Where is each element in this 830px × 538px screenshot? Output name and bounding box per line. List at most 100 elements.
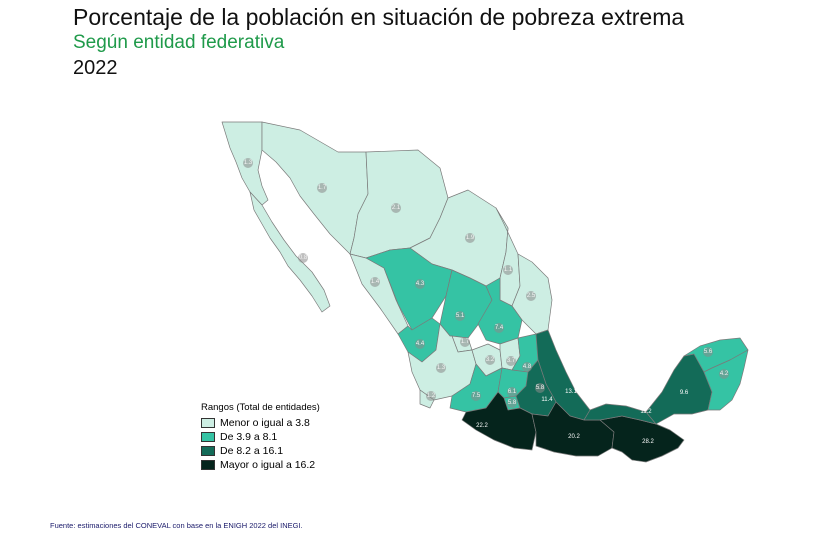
state-value: 9.6: [680, 390, 689, 396]
state-value: 1.1: [504, 267, 513, 273]
map-value-label: 5.8: [535, 383, 545, 393]
state-value: 3.2: [486, 357, 495, 363]
state-value: 20.2: [568, 434, 580, 440]
map-value-label: 6.1: [507, 387, 517, 397]
label-bubble: [465, 233, 475, 243]
label-bubble: [317, 183, 327, 193]
map-value-label: 20.2: [568, 434, 580, 440]
map-value-label: 5.1: [455, 311, 465, 321]
map-value-label: 3.7: [506, 356, 516, 366]
label-bubble: [535, 383, 545, 393]
label-bubble: [522, 362, 532, 372]
label-bubble: [391, 203, 401, 213]
state-value: 3.7: [507, 358, 516, 364]
legend-item: De 3.9 a 8.1: [201, 430, 343, 444]
map-value-label: 1.7: [460, 337, 470, 347]
label-bubble: [370, 277, 380, 287]
label-bubble: [526, 291, 536, 301]
label-bubble: [243, 158, 253, 168]
legend-swatch: [201, 432, 215, 442]
map-value-label: 3.2: [485, 355, 495, 365]
label-bubble: [503, 265, 513, 275]
label-bubble: [485, 355, 495, 365]
legend: Rangos (Total de entidades) Menor o igua…: [201, 402, 343, 472]
map-value-label: 4.3: [415, 279, 425, 289]
state-value: 7.4: [495, 325, 504, 331]
state-value: 22.2: [476, 423, 488, 429]
state-value: 1.9: [466, 235, 475, 241]
map-value-label: 22.2: [476, 423, 488, 429]
map-value-label: 1.3: [243, 158, 253, 168]
source-note: Fuente: estimaciones del CONEVAL con bas…: [50, 521, 303, 530]
state-value: 4.4: [416, 341, 425, 347]
state-value: 1.3: [437, 365, 446, 371]
map-value-label: 7.5: [471, 391, 481, 401]
label-bubble: [719, 369, 729, 379]
state-baja-california-sur: [249, 191, 331, 313]
state-value: 5.1: [456, 313, 465, 319]
state-value: 2.5: [527, 293, 536, 299]
state-value: 5.8: [508, 400, 517, 406]
legend-title: Rangos (Total de entidades): [201, 402, 320, 413]
label-bubble: [436, 363, 446, 373]
label-bubble: [494, 323, 504, 333]
page-year: 2022: [73, 57, 118, 79]
state-value: 13.1: [565, 389, 577, 395]
legend-label: Menor o igual a 3.8: [220, 417, 310, 429]
state-value: 1.7: [461, 339, 470, 345]
map-value-label: 4.2: [719, 369, 729, 379]
label-bubble: [415, 339, 425, 349]
map-value-label: 1.9: [465, 233, 475, 243]
page-title: Porcentaje de la población en situación …: [73, 4, 685, 30]
label-bubble: [460, 337, 470, 347]
map-value-label: 1.4: [370, 277, 380, 287]
map-value-label: 1.2: [426, 391, 436, 401]
map-value-label: 13.1: [565, 389, 577, 395]
map-value-label: 5.8: [507, 398, 517, 408]
map-value-label: 1.7: [317, 183, 327, 193]
legend-swatch: [201, 460, 215, 470]
legend-label: De 3.9 a 8.1: [220, 431, 278, 443]
map-value-label: 9.6: [680, 390, 689, 396]
state-value: 4.3: [416, 281, 425, 287]
map-value-label: 7.4: [494, 323, 504, 333]
state-value: 1.3: [244, 160, 253, 166]
state-value: 5.6: [704, 349, 713, 355]
state-value: 1.4: [371, 279, 380, 285]
state-value: 1.7: [318, 185, 327, 191]
state-value: 0.8: [299, 255, 308, 261]
legend-item: De 8.2 a 16.1: [201, 444, 343, 458]
map-value-label: 5.6: [703, 347, 713, 357]
state-value: 7.5: [472, 393, 481, 399]
label-bubble: [506, 356, 516, 366]
label-bubble: [455, 311, 465, 321]
legend-swatch: [201, 418, 215, 428]
state-value: 5.8: [536, 385, 545, 391]
state-quintana-roo: [703, 349, 749, 411]
map-value-label: 4.8: [522, 362, 532, 372]
label-bubble: [703, 347, 713, 357]
page-subtitle: Según entidad federativa: [73, 32, 285, 53]
map-value-label: 28.2: [642, 439, 654, 445]
map-value-label: 1.1: [503, 265, 513, 275]
legend-item: Mayor o igual a 16.2: [201, 458, 343, 472]
state-value: 2.1: [392, 205, 401, 211]
label-bubble: [471, 391, 481, 401]
map-value-label: 0.8: [298, 253, 308, 263]
state-value: 4.8: [523, 364, 532, 370]
state-value: 1.2: [427, 393, 436, 399]
label-bubble: [507, 387, 517, 397]
state-value: 28.2: [642, 439, 654, 445]
legend-label: De 8.2 a 16.1: [220, 445, 284, 457]
label-bubble: [507, 398, 517, 408]
map-value-label: 4.4: [415, 339, 425, 349]
map-value-label: 11.2: [640, 409, 652, 415]
label-bubble: [298, 253, 308, 263]
map-value-label: 2.1: [391, 203, 401, 213]
label-bubble: [415, 279, 425, 289]
state-value: 11.4: [541, 397, 553, 403]
map-value-label: 1.3: [436, 363, 446, 373]
legend-item: Menor o igual a 3.8: [201, 416, 343, 430]
state-value: 4.2: [720, 371, 729, 377]
